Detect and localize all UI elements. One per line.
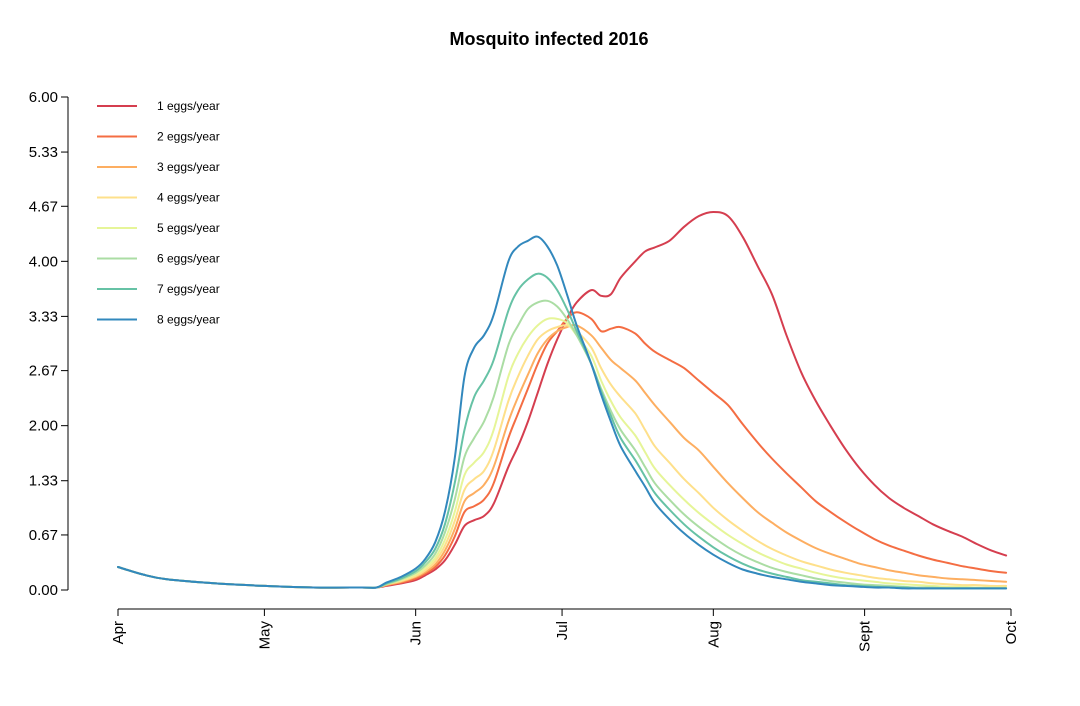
y-tick-label: 2.67 bbox=[29, 363, 58, 380]
series-line-1 bbox=[117, 211, 1008, 589]
x-tick-label: May bbox=[256, 621, 273, 650]
y-tick-label: 4.67 bbox=[29, 198, 58, 215]
y-tick-label: 2.00 bbox=[29, 418, 58, 435]
y-tick-label: 3.33 bbox=[29, 308, 58, 325]
legend-label: 3 eggs/year bbox=[157, 160, 220, 174]
y-axis: 0.00 0.67 1.33 2.00 2.67 3.33 4.00 4.67 5.33 6.00 bbox=[29, 89, 69, 599]
x-tick-label: Oct bbox=[1003, 620, 1020, 644]
series-line-8 bbox=[117, 235, 1008, 590]
y-tick-label: 5.33 bbox=[29, 144, 58, 161]
x-tick-label: Sept bbox=[857, 620, 874, 652]
legend-label: 1 eggs/year bbox=[157, 99, 220, 113]
legend: 1 eggs/year 2 eggs/year 3 eggs/year 4 eggs/… bbox=[97, 99, 220, 327]
legend-item: 3 eggs/year bbox=[97, 160, 220, 174]
x-axis: Apr May Jun Jul Aug Sept Oct bbox=[110, 608, 1020, 652]
y-tick-label: 0.00 bbox=[29, 582, 58, 599]
y-tick-label: 6.00 bbox=[29, 89, 58, 106]
legend-label: 4 eggs/year bbox=[157, 191, 220, 205]
legend-label: 7 eggs/year bbox=[157, 282, 220, 296]
legend-item: 8 eggs/year bbox=[97, 313, 220, 327]
x-tick-label: Apr bbox=[110, 621, 127, 644]
legend-label: 2 eggs/year bbox=[157, 130, 220, 144]
series-line-6 bbox=[117, 299, 1008, 590]
chart-title: Mosquito infected 2016 bbox=[449, 29, 648, 49]
series-line-2 bbox=[117, 311, 1008, 589]
legend-item: 7 eggs/year bbox=[97, 282, 220, 296]
y-tick-label: 4.00 bbox=[29, 253, 58, 270]
x-tick-label: Aug bbox=[705, 621, 722, 648]
x-tick-label: Jul bbox=[554, 621, 571, 640]
series-lines bbox=[117, 211, 1008, 590]
x-tick-label: Jun bbox=[408, 621, 425, 645]
legend-item: 2 eggs/year bbox=[97, 130, 220, 144]
series-line-5 bbox=[117, 317, 1008, 589]
legend-item: 4 eggs/year bbox=[97, 191, 220, 205]
y-tick-label: 1.33 bbox=[29, 473, 58, 490]
legend-label: 8 eggs/year bbox=[157, 313, 220, 327]
legend-label: 5 eggs/year bbox=[157, 221, 220, 235]
legend-item: 1 eggs/year bbox=[97, 99, 220, 113]
y-tick-label: 0.67 bbox=[29, 527, 58, 544]
series-line-4 bbox=[117, 324, 1008, 589]
legend-item: 5 eggs/year bbox=[97, 221, 220, 235]
legend-item: 6 eggs/year bbox=[97, 252, 220, 266]
legend-label: 6 eggs/year bbox=[157, 252, 220, 266]
series-line-3 bbox=[117, 323, 1008, 589]
